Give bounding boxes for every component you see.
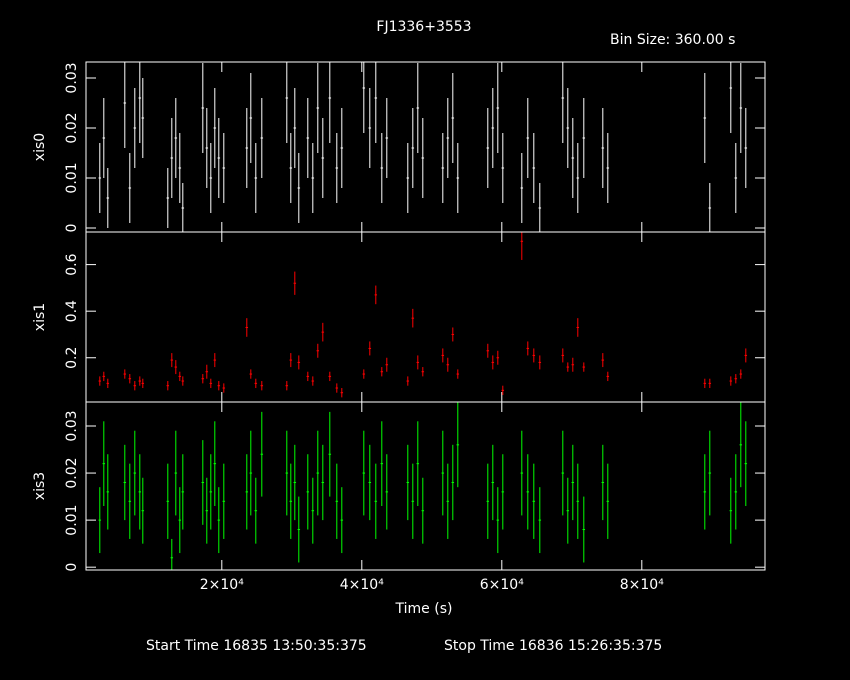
y-tick-label: 0.4 <box>64 300 80 322</box>
panel-frame <box>85 401 766 571</box>
y-tick-label: 0 <box>64 563 80 572</box>
y-tick-label: 0.6 <box>64 253 80 275</box>
y-tick-label: 0.2 <box>64 347 80 369</box>
y-tick-label: 0.03 <box>64 62 80 93</box>
y-tick-label: 0.01 <box>64 162 80 193</box>
y-tick-label: 0.03 <box>64 410 80 441</box>
y-tick-label: 0.01 <box>64 505 80 536</box>
chart-title: FJ1336+3553 <box>376 19 471 35</box>
y-axis-label: xis0 <box>32 133 48 161</box>
x-tick-label: 2×10⁴ <box>200 577 244 593</box>
bin-size: Bin Size: 360.00 s <box>610 32 735 48</box>
y-axis-label: xis1 <box>32 303 48 331</box>
y-tick-label: 0 <box>64 224 80 233</box>
x-tick-label: 8×10⁴ <box>620 577 664 593</box>
x-axis-label: Time (s) <box>395 601 453 617</box>
x-tick-label: 6×10⁴ <box>480 577 524 593</box>
y-tick-label: 0.02 <box>64 112 80 143</box>
x-tick-label: 4×10⁴ <box>340 577 384 593</box>
y-axis-label: xis3 <box>32 472 48 500</box>
stop-time: Stop Time 16836 15:26:35:375 <box>444 638 662 654</box>
start-time: Start Time 16835 13:50:35:375 <box>146 638 367 654</box>
y-tick-label: 0.02 <box>64 457 80 488</box>
